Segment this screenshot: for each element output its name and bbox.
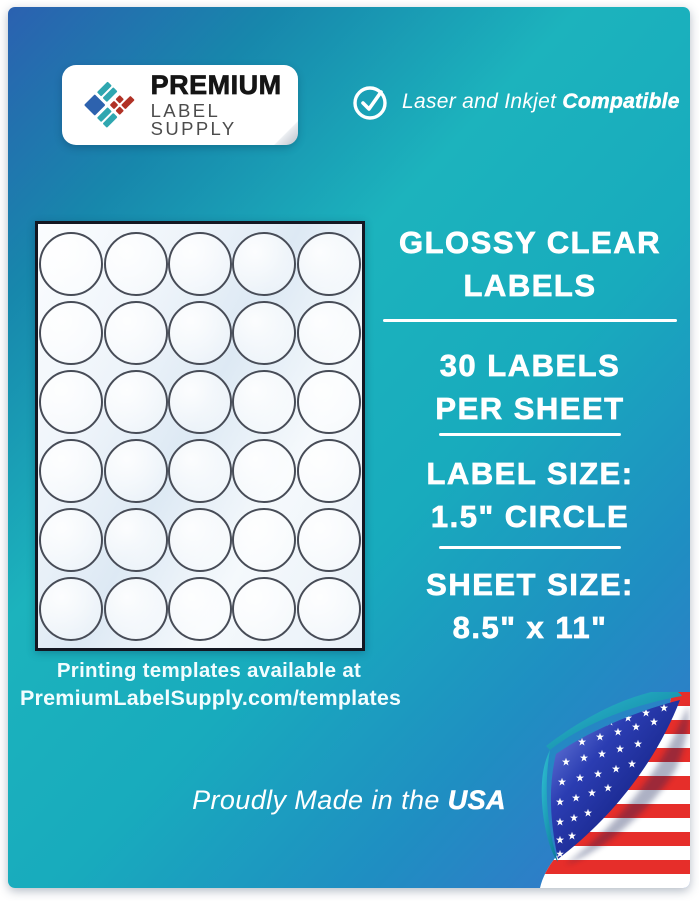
brand-badge: PREMIUM LABEL SUPPLY: [62, 65, 298, 145]
usa-flag-page-curl-icon: [540, 692, 690, 888]
spec-column: GLOSSY CLEAR LABELS 30 LABELS PER SHEET …: [376, 221, 684, 649]
compatibility-bold: Compatible: [562, 90, 680, 114]
label-circle: [103, 576, 168, 641]
label-circle: [296, 369, 361, 434]
spec-line: 1.5" CIRCLE: [430, 499, 630, 535]
label-circle: [296, 507, 361, 572]
label-circle: [167, 576, 232, 641]
label-grid: [38, 224, 362, 648]
label-circle: [103, 300, 168, 365]
page-curl-lip: [541, 692, 682, 862]
label-circle: [296, 438, 361, 503]
label-circle: [39, 231, 104, 296]
brand-name: PREMIUM LABEL SUPPLY: [150, 69, 298, 139]
template-note: Printing templates available at PremiumL…: [20, 657, 402, 713]
label-circle: [232, 369, 297, 434]
label-circle: [232, 507, 297, 572]
spec-line: SHEET SIZE:: [426, 567, 634, 603]
template-note-line2: PremiumLabelSupply.com/templates: [20, 686, 402, 711]
compatibility-note: Laser and Inkjet Compatible: [351, 81, 680, 123]
label-circle: [296, 300, 361, 365]
label-circle: [232, 300, 297, 365]
spec-line: GLOSSY CLEAR: [398, 225, 662, 261]
brand-name-line1: PREMIUM: [150, 69, 282, 100]
footer-prefix: Proudly Made in the: [192, 785, 448, 815]
label-circle: [167, 300, 232, 365]
spec-line: LABEL SIZE:: [426, 456, 634, 492]
check-circle-icon: [353, 86, 387, 120]
compatibility-text: Laser and Inkjet Compatible: [402, 90, 680, 114]
label-circle: [167, 231, 232, 296]
brand-name-line2: LABEL SUPPLY: [150, 99, 237, 139]
spec-sheet-size: SHEET SIZE: 8.5" x 11": [376, 563, 684, 649]
label-circle: [39, 300, 104, 365]
label-circle: [39, 369, 104, 434]
label-circle: [103, 507, 168, 572]
spec-label-count: 30 LABELS PER SHEET: [376, 344, 684, 430]
label-circle: [232, 231, 297, 296]
label-circle: [39, 438, 104, 503]
divider: [439, 546, 621, 549]
divider: [383, 319, 677, 322]
label-circle: [167, 369, 232, 434]
label-circle: [103, 231, 168, 296]
label-circle: [39, 576, 104, 641]
made-in-usa-text: Proudly Made in the USA: [8, 785, 690, 816]
spec-label-size: LABEL SIZE: 1.5" CIRCLE: [376, 452, 684, 538]
label-circle: [296, 576, 361, 641]
spec-product-name: GLOSSY CLEAR LABELS: [376, 221, 684, 307]
template-note-line1: Printing templates available at: [56, 659, 362, 682]
label-circle: [232, 576, 297, 641]
spec-line: 8.5" x 11": [452, 610, 608, 646]
spec-line: PER SHEET: [435, 391, 625, 427]
compatibility-prefix: Laser and Inkjet: [402, 90, 563, 113]
label-circle: [167, 438, 232, 503]
flag-star-flap: [550, 700, 680, 859]
footer-bold: USA: [447, 785, 506, 816]
spec-line: 30 LABELS: [439, 348, 621, 384]
brand-logo-icon: [84, 81, 135, 128]
background-card: PREMIUM LABEL SUPPLY Laser and Inkjet Co…: [8, 7, 690, 888]
label-circle: [103, 369, 168, 434]
label-circle: [296, 231, 361, 296]
label-circle: [232, 438, 297, 503]
divider: [439, 433, 621, 436]
label-circle: [103, 438, 168, 503]
label-circle: [39, 507, 104, 572]
spec-line: LABELS: [463, 268, 597, 304]
label-sheet: [35, 221, 365, 651]
label-circle: [167, 507, 232, 572]
